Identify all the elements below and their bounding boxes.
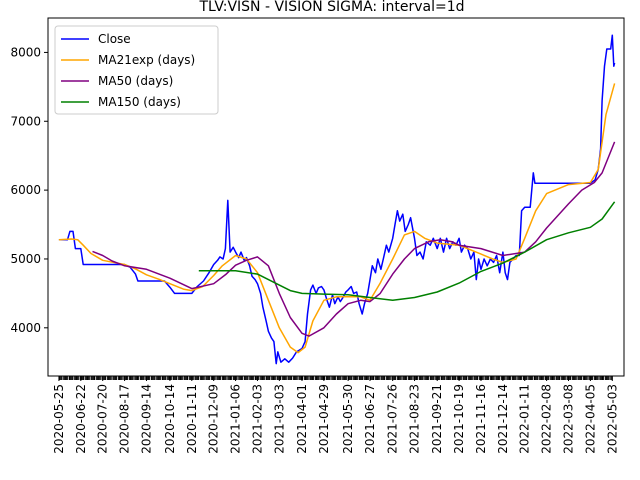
y-axis: 4000 5000 6000 7000 8000 — [10, 45, 48, 335]
chart-title: TLV:VISN - VISION SIGMA: interval=1d — [199, 0, 465, 15]
x-tick-label: 2021-09-21 — [430, 384, 444, 454]
x-tick-label: 2021-03-03 — [272, 384, 286, 454]
y-tick-label: 6000 — [10, 183, 41, 197]
x-tick-label: 2020-07-20 — [96, 384, 110, 454]
x-tick-label: 2021-07-26 — [386, 384, 400, 454]
x-tick-label: 2022-02-08 — [540, 384, 554, 454]
y-tick-label: 8000 — [10, 45, 41, 59]
x-tick-label: 2020-05-25 — [52, 384, 66, 454]
legend-label: MA150 (days) — [98, 95, 181, 109]
x-tick-label: 2020-06-22 — [74, 384, 88, 454]
legend: Close MA21exp (days) MA50 (days) MA150 (day… — [54, 25, 219, 115]
y-tick-label: 4000 — [10, 321, 41, 335]
legend-label: MA21exp (days) — [98, 53, 195, 67]
x-tick-label: 2021-11-16 — [474, 384, 488, 454]
plot-area — [58, 34, 616, 365]
x-tick-label: 2020-09-14 — [139, 384, 153, 454]
x-tick-label: 2020-11-11 — [185, 384, 199, 454]
x-tick-label: 2021-02-03 — [250, 384, 264, 454]
legend-label: MA50 (days) — [98, 74, 173, 88]
x-tick-label: 2021-04-01 — [295, 384, 309, 454]
x-axis: 2020-05-25 2020-06-22 2020-07-20 2020-08-17… — [52, 376, 619, 454]
x-tick-label: 2022-01-11 — [518, 384, 532, 454]
legend-box — [54, 25, 219, 115]
x-tick-label: 2021-10-19 — [452, 384, 466, 454]
x-tick-label: 2021-04-29 — [317, 384, 331, 454]
x-tick-label: 2020-10-14 — [163, 384, 177, 454]
y-tick-label: 5000 — [10, 252, 41, 266]
x-tick-label: 2020-08-17 — [118, 384, 132, 454]
x-tick-label: 2022-04-05 — [583, 384, 597, 454]
x-tick-label: 2021-12-14 — [496, 384, 510, 454]
x-tick-label: 2022-05-03 — [605, 384, 619, 454]
series-line-ma50-days — [92, 141, 616, 337]
x-tick-label: 2021-06-27 — [363, 384, 377, 454]
legend-label: Close — [98, 32, 131, 46]
x-tick-label: 2021-01-06 — [229, 384, 243, 454]
x-tick-label: 2022-03-08 — [562, 384, 576, 454]
x-tick-label: 2021-08-23 — [408, 384, 422, 454]
y-tick-label: 7000 — [10, 114, 41, 128]
series-line-ma150-days — [198, 201, 616, 302]
x-tick-label: 2021-05-30 — [341, 384, 355, 454]
series-line-ma21exp-days — [58, 83, 616, 354]
series-line-close — [58, 34, 616, 365]
x-tick-label: 2020-12-09 — [207, 384, 221, 454]
